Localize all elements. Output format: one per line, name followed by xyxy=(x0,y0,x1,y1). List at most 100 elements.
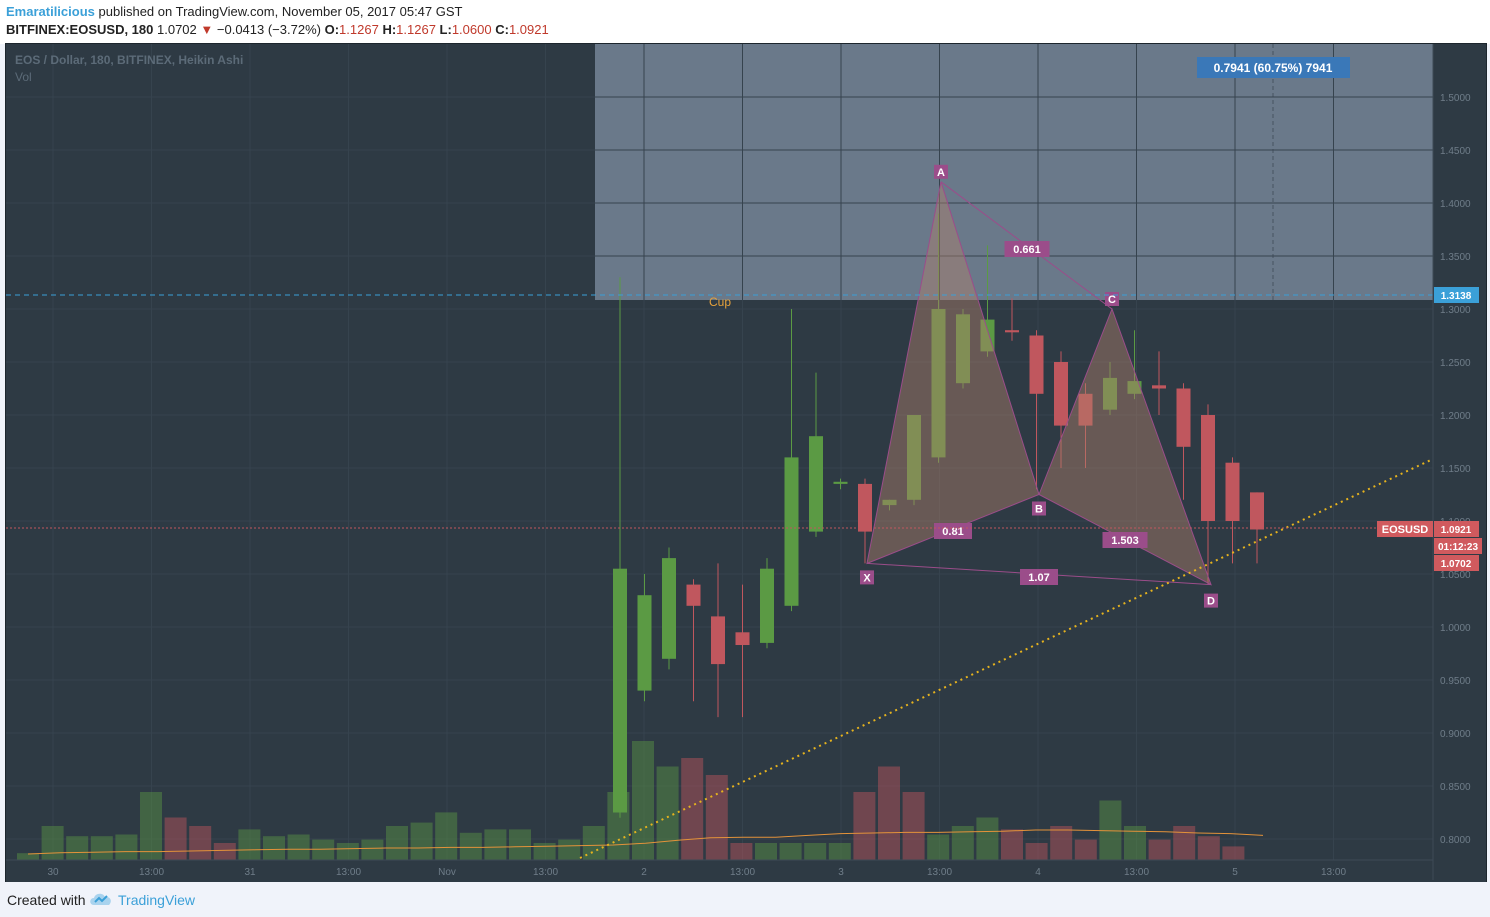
time-tick-label: 13:00 xyxy=(139,867,164,878)
volume-bar xyxy=(632,741,654,860)
time-tick-label: Nov xyxy=(438,867,456,878)
pattern-ratio-box xyxy=(934,523,972,539)
time-tick-label: 3 xyxy=(838,867,844,878)
candle-body xyxy=(1078,393,1093,426)
candle-body xyxy=(613,568,627,813)
low-value: 1.0600 xyxy=(451,22,492,37)
candle-body xyxy=(686,584,701,606)
pattern-point-label: D xyxy=(1207,596,1215,608)
chart-title: EOS / Dollar, 180, BITFINEX, Heikin Ashi xyxy=(15,53,243,67)
measure-zone[interactable] xyxy=(595,44,1433,300)
time-tick-label: 4 xyxy=(1035,867,1041,878)
time-tick-label: 2 xyxy=(641,867,647,878)
volume-bar xyxy=(1074,839,1097,860)
volume-bar xyxy=(361,839,384,860)
candle-body xyxy=(760,568,774,643)
volume-bar xyxy=(90,836,113,860)
volume-bar xyxy=(238,829,261,860)
pattern-point-box xyxy=(1032,501,1046,516)
pattern-ratio-label: 0.81 xyxy=(942,526,963,538)
candle-body xyxy=(784,457,799,606)
author-link[interactable]: Emaratilicious xyxy=(6,4,95,19)
tradingview-cloud-icon[interactable] xyxy=(88,890,114,908)
volume-bar xyxy=(582,826,605,860)
open-value: 1.1267 xyxy=(339,22,379,37)
volume-ma-line xyxy=(27,829,1264,855)
pattern-point-label: B xyxy=(1035,504,1043,516)
volume-bar xyxy=(927,834,950,860)
price-tick-label: 1.1500 xyxy=(1440,464,1471,475)
candle-body xyxy=(735,632,750,646)
volume-bar xyxy=(779,843,802,860)
time-tick-label: 5 xyxy=(1232,867,1238,878)
price-tick-label: 1.0000 xyxy=(1440,623,1471,634)
volume-bar xyxy=(115,834,138,860)
publish-line: Emaratilicious published on TradingView.… xyxy=(6,4,462,19)
volume-bar xyxy=(681,758,704,860)
pattern-point-box xyxy=(860,570,874,585)
last-price-axis: 1.0702 xyxy=(1441,559,1472,570)
created-with-text: Created with xyxy=(7,892,86,908)
candle-body xyxy=(1152,385,1166,389)
open-label: O: xyxy=(324,22,340,37)
volume-bar xyxy=(386,826,408,860)
volume-bar xyxy=(66,836,89,860)
tradingview-link[interactable]: TradingView xyxy=(118,892,196,908)
volume-bar xyxy=(558,839,581,860)
time-tick-label: 13:00 xyxy=(533,867,558,878)
symbol-tag-text: EOSUSD xyxy=(1382,524,1429,536)
gartley-pattern[interactable]: X A B C D 0.661 0.81 1.503 1.07 xyxy=(860,164,1218,608)
chart-frame[interactable] xyxy=(5,43,1487,883)
price-tick-label: 1.4000 xyxy=(1440,199,1471,210)
countdown-tag xyxy=(1434,538,1482,554)
candle-body xyxy=(1250,492,1264,530)
volume-bar xyxy=(287,834,310,860)
candle-body xyxy=(637,595,652,691)
footer: Created with TradingView xyxy=(0,882,1490,917)
volume-bar xyxy=(17,853,39,860)
pattern-ratio-box xyxy=(1004,241,1050,257)
candle-body xyxy=(956,314,970,384)
candle-body xyxy=(1005,330,1019,333)
price-tick-label: 0.9000 xyxy=(1440,729,1471,740)
countdown: 01:12:23 xyxy=(1438,542,1478,553)
volume-bar xyxy=(263,836,285,860)
pattern-point-label: X xyxy=(863,572,871,584)
candle-body xyxy=(1225,462,1240,521)
pattern-ratio-label: 1.503 xyxy=(1111,535,1139,547)
volume-bar xyxy=(41,826,64,860)
current-price: 1.0921 xyxy=(1441,525,1472,536)
candle-body xyxy=(882,499,897,506)
time-tick-label: 13:00 xyxy=(1124,867,1149,878)
cup-label: Cup xyxy=(709,295,731,309)
grid-lines xyxy=(6,44,1433,860)
volume-bar xyxy=(1173,826,1196,860)
volume-bar xyxy=(336,843,359,860)
pattern-point-label: A xyxy=(937,167,945,179)
volume-bar xyxy=(189,826,212,860)
pattern-ratio-label: 0.661 xyxy=(1013,244,1041,256)
high-label: H: xyxy=(382,22,397,37)
time-axis[interactable]: 30 13:00 31 13:00 Nov 13:00 2 13:00 3 13:00 4 13:00… xyxy=(6,859,1433,878)
price-axis[interactable]: 1.5000 1.4500 1.4000 1.3500 1.3000 1.2500 1.20… xyxy=(1432,44,1471,880)
publish-header: Emaratilicious published on TradingView.… xyxy=(0,0,1490,44)
candle-body xyxy=(980,319,995,352)
volume-bar xyxy=(459,832,482,860)
price-tick-label: 1.4500 xyxy=(1440,146,1471,157)
candle-body xyxy=(1103,377,1117,410)
candle-body xyxy=(907,415,921,500)
volume-label: Vol xyxy=(15,70,32,84)
candle-body xyxy=(1127,381,1142,394)
volume-bar xyxy=(164,817,187,860)
hline-price-tag xyxy=(1434,287,1479,303)
volume-bar xyxy=(484,829,507,860)
pattern-point-box xyxy=(1204,593,1218,608)
candle-body xyxy=(711,616,725,665)
low-label: L: xyxy=(439,22,452,37)
candle-body xyxy=(1201,415,1215,521)
pattern-ratio-box xyxy=(1020,569,1058,585)
trend-line[interactable] xyxy=(579,458,1434,859)
volume-bar xyxy=(1124,826,1146,860)
time-tick-label: 13:00 xyxy=(1321,867,1346,878)
